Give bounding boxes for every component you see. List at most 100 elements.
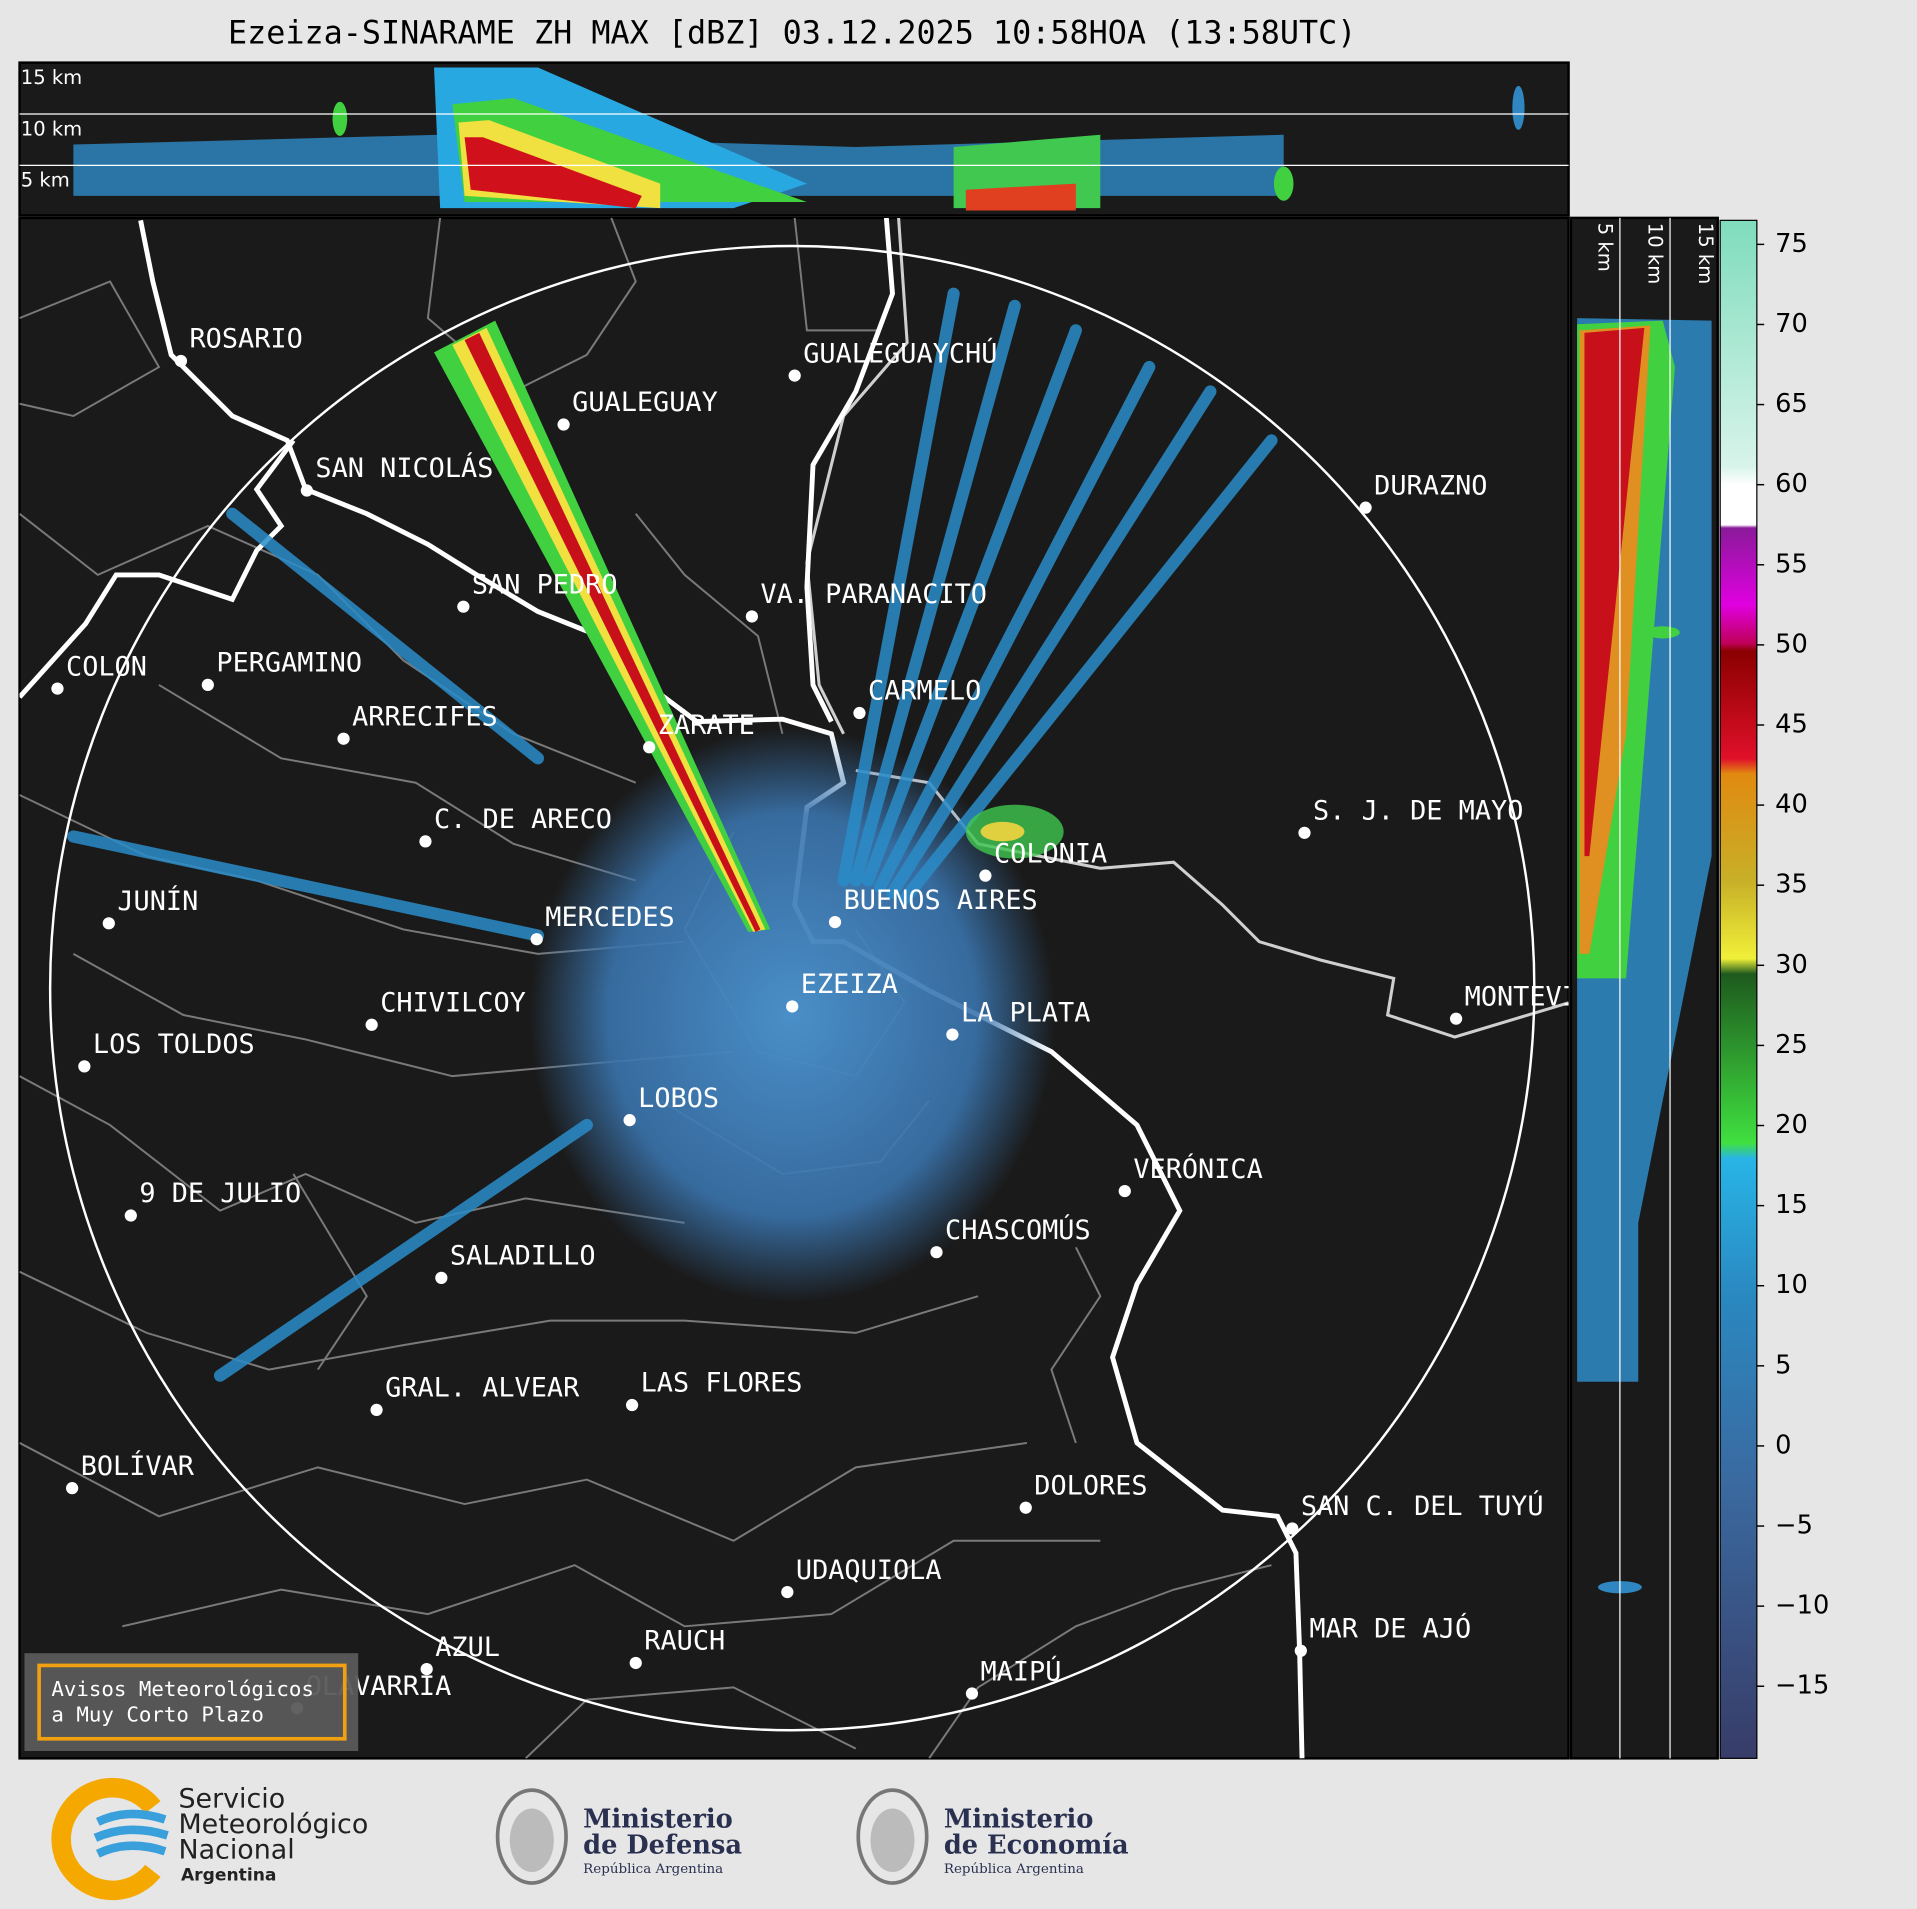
colorbar-tick-label: 60 [1775, 469, 1808, 499]
economia-logo [856, 1788, 929, 1885]
footer-text: República Argentina [944, 1862, 1084, 1877]
city-label: COLON [66, 651, 147, 682]
map: ROSARIO GUALEGUAYCHÚ GUALEGUAY SAN NICOLÁS D… [18, 216, 1570, 1760]
colorbar-tick-label: 75 [1775, 229, 1808, 259]
city-dot [300, 484, 313, 497]
city-dot [66, 1482, 79, 1495]
warning-text: a Muy Corto Plazo [51, 1703, 264, 1727]
footer-text: Ministerio [583, 1805, 733, 1835]
footer-text: de Economía [944, 1830, 1129, 1860]
city-label: VA. PARANACITO [760, 579, 987, 610]
footer-text: de Defensa [583, 1830, 742, 1860]
footer-text: Argentina [181, 1866, 276, 1886]
city-label: ZÁRATE [658, 709, 755, 741]
city-dot [828, 915, 842, 929]
colorbar-tick-label: 15 [1775, 1190, 1808, 1220]
city-dot [781, 1585, 794, 1599]
colorbar-tick-label: 10 [1775, 1270, 1808, 1300]
city-dot [1019, 1501, 1032, 1514]
colorbar-tick-label: −5 [1775, 1511, 1813, 1541]
city-label: 9 DE JULIO [139, 1178, 301, 1209]
city-dot [930, 1246, 943, 1259]
city-label: DURAZNO [1374, 470, 1487, 501]
city-label: SAN C. DEL TUYÚ [1301, 1490, 1544, 1522]
height-label: 10 km [21, 117, 82, 140]
city-dot [174, 354, 188, 368]
city-dot [530, 933, 543, 946]
city-label: GUALEGUAY [572, 387, 718, 418]
city-label: CHASCOMÚS [945, 1214, 1091, 1246]
city-label: ROSARIO [189, 324, 302, 355]
city-dot [419, 835, 432, 848]
height-label: 10 km [1644, 223, 1667, 284]
city-label: AZUL [435, 1632, 500, 1663]
city-label: BOLÍVAR [81, 1450, 195, 1482]
height-label: 15 km [21, 66, 82, 89]
city-label: EZEIZA [801, 969, 898, 1000]
colorbar-tick-label: 70 [1775, 309, 1808, 339]
colorbar-tick-label: 50 [1775, 629, 1808, 659]
city-label: CARMELO [868, 676, 981, 707]
footer-text: Servicio [178, 1783, 285, 1814]
city-label: PERGAMINO [216, 648, 362, 679]
city-label: S. J. DE MAYO [1313, 796, 1523, 827]
city-dot [946, 1028, 959, 1041]
colorbar-tick-label: −10 [1775, 1591, 1829, 1621]
defensa-logo [495, 1788, 568, 1885]
colorbar-tick-label: 65 [1775, 389, 1808, 419]
city-dot [124, 1209, 137, 1222]
footer-text: Nacional [178, 1835, 294, 1866]
city-label: LOS TOLDOS [93, 1029, 255, 1060]
colorbar-tick-label: 30 [1775, 950, 1808, 980]
city-dot [1294, 1644, 1307, 1657]
city-label: LAS FLORES [641, 1368, 803, 1399]
colorbar-tick-label: 45 [1775, 709, 1808, 739]
city-label: CHIVILCOY [380, 988, 526, 1019]
smn-logo [51, 1777, 169, 1901]
city-dot [78, 1060, 91, 1073]
colorbar-tick-label: 5 [1775, 1350, 1791, 1380]
footer-text: República Argentina [583, 1862, 723, 1877]
height-label: 5 km [1594, 223, 1617, 272]
warning-text: Avisos Meteorológicos [51, 1677, 314, 1701]
city-dot [853, 706, 866, 720]
city-dot [1118, 1184, 1131, 1198]
city-dot [102, 917, 115, 930]
colorbar-tick-label: 40 [1775, 790, 1808, 820]
city-label: VERÓNICA [1133, 1153, 1262, 1185]
city-label: SALADILLO [450, 1241, 596, 1272]
colorbar-tick-label: 35 [1775, 870, 1808, 900]
radar-echo [67, 287, 1278, 1382]
city-dot [1449, 1012, 1463, 1025]
city-dot [786, 1000, 799, 1013]
height-label: 15 km [1694, 223, 1717, 284]
city-label: BUENOS AIRES [844, 885, 1038, 916]
city-label: GRAL. ALVEAR [385, 1373, 580, 1404]
city-label: LA PLATA [961, 997, 1090, 1028]
city-dot [557, 418, 570, 431]
footer-text: Ministerio [944, 1805, 1094, 1835]
city-dot [457, 600, 470, 613]
city-dot [420, 1662, 433, 1676]
colorbar-tick-label: 0 [1775, 1430, 1791, 1460]
city-label: SAN NICOLÁS [315, 452, 493, 484]
city-label: DOLORES [1034, 1470, 1147, 1501]
warning-box[interactable]: Avisos Meteorológicos a Muy Corto Plazo [24, 1653, 359, 1752]
city-dot [1286, 1522, 1299, 1535]
city-dot [370, 1403, 383, 1417]
city-dot [435, 1271, 448, 1284]
footer-text: Meteorológico [178, 1809, 368, 1840]
city-dot [365, 1018, 378, 1031]
city-dot [643, 741, 656, 754]
city-label: RAUCH [644, 1626, 725, 1657]
city-label: ARRECIFES [352, 701, 498, 732]
city-label: SAN PEDRO [472, 569, 618, 600]
city-dot [337, 732, 350, 745]
city-label: LOBOS [638, 1083, 719, 1114]
city-dot [51, 682, 64, 695]
city-dot [979, 869, 992, 882]
colorbar-tick-label: −15 [1775, 1671, 1829, 1701]
city-label: C. DE ARECO [434, 804, 612, 835]
